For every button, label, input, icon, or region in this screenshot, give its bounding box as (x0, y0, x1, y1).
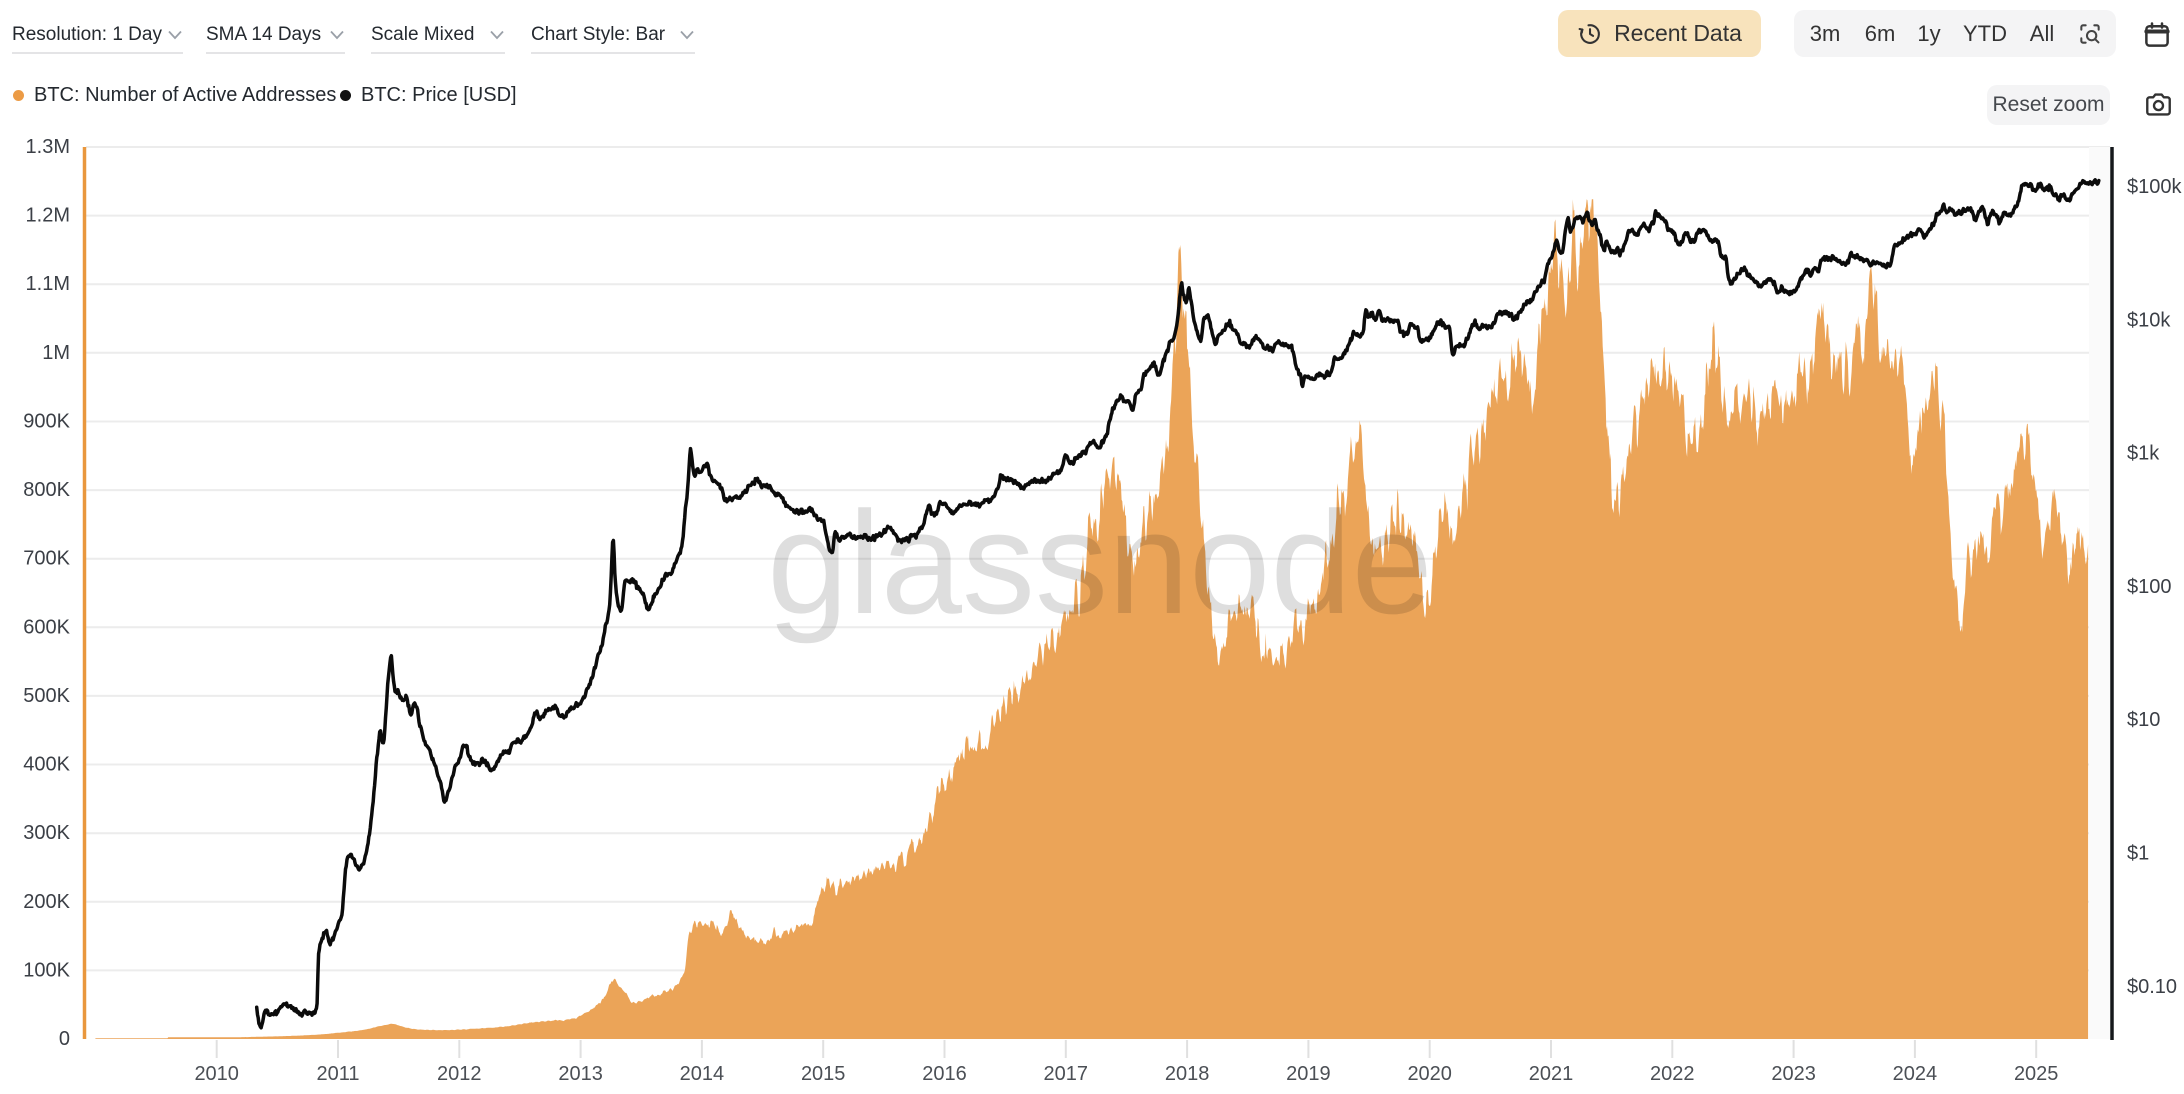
svg-text:2014: 2014 (680, 1063, 725, 1085)
svg-text:$100: $100 (2127, 576, 2172, 598)
svg-text:2023: 2023 (1771, 1063, 1816, 1085)
svg-text:$1k: $1k (2127, 443, 2160, 465)
svg-text:2024: 2024 (1893, 1063, 1938, 1085)
svg-text:$1: $1 (2127, 843, 2149, 865)
svg-text:600K: 600K (23, 616, 70, 638)
svg-text:$10: $10 (2127, 709, 2160, 731)
svg-text:500K: 500K (23, 685, 70, 707)
svg-text:1.3M: 1.3M (26, 136, 70, 158)
svg-text:1M: 1M (42, 342, 70, 364)
svg-text:$0.10: $0.10 (2127, 976, 2177, 998)
svg-text:2011: 2011 (316, 1063, 359, 1085)
svg-text:0: 0 (59, 1028, 70, 1050)
svg-text:2022: 2022 (1650, 1063, 1695, 1085)
svg-text:200K: 200K (23, 891, 70, 913)
svg-text:400K: 400K (23, 754, 70, 776)
svg-text:$100k: $100k (2127, 176, 2182, 198)
svg-text:1.2M: 1.2M (26, 205, 70, 227)
svg-text:300K: 300K (23, 822, 70, 844)
svg-text:2019: 2019 (1286, 1063, 1331, 1085)
svg-text:700K: 700K (23, 548, 70, 570)
svg-text:800K: 800K (23, 479, 70, 501)
svg-text:100K: 100K (23, 959, 70, 981)
svg-text:2013: 2013 (558, 1063, 603, 1085)
svg-text:glassnode: glassnode (767, 481, 1433, 644)
svg-text:2010: 2010 (194, 1063, 239, 1085)
svg-text:$10k: $10k (2127, 309, 2171, 331)
svg-text:2021: 2021 (1529, 1063, 1574, 1085)
svg-text:2020: 2020 (1407, 1063, 1452, 1085)
svg-text:2012: 2012 (437, 1063, 482, 1085)
svg-text:1.1M: 1.1M (26, 273, 70, 295)
svg-text:2018: 2018 (1165, 1063, 1210, 1085)
svg-text:2017: 2017 (1044, 1063, 1089, 1085)
svg-text:2025: 2025 (2014, 1063, 2059, 1085)
svg-text:2015: 2015 (801, 1063, 846, 1085)
svg-text:2016: 2016 (922, 1063, 967, 1085)
svg-text:900K: 900K (23, 411, 70, 433)
